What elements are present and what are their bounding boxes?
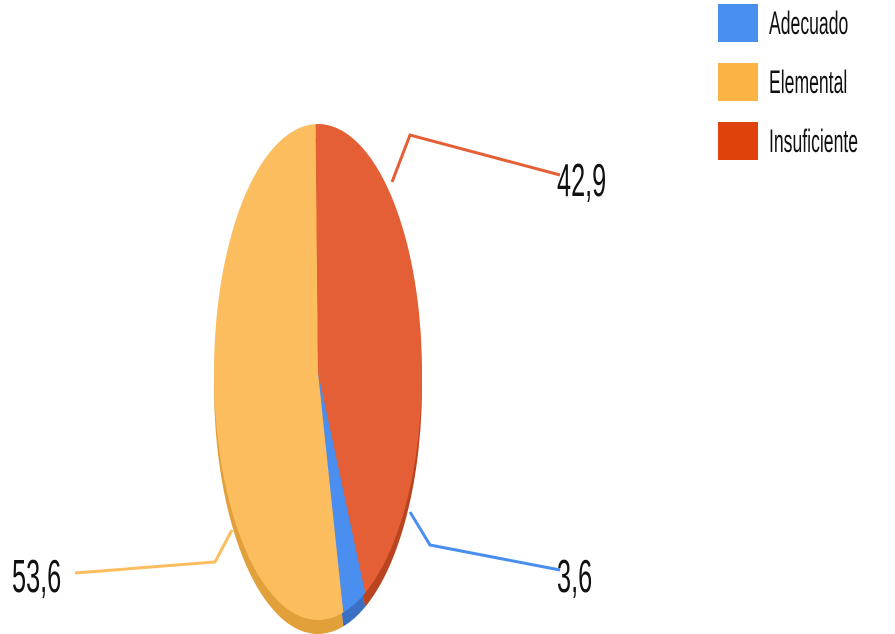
legend-label-insuficiente: Insuficiente <box>769 122 859 159</box>
leader-line-insuficiente <box>390 133 561 183</box>
legend-item-adecuado: Adecuado <box>718 4 895 42</box>
leader-lines <box>74 133 561 575</box>
legend-swatch-elemental <box>718 63 758 101</box>
legend-item-insuficiente: Insuficiente <box>718 122 895 160</box>
legend-item-elemental: Elemental <box>718 63 895 101</box>
legend-label-elemental: Elemental <box>769 63 848 100</box>
value-label-insuficiente: 42,9 <box>557 154 606 206</box>
legend-swatch-insuficiente <box>718 122 758 160</box>
pie-slice-adecuado <box>318 372 366 613</box>
legend-label-adecuado: Adecuado <box>769 4 849 41</box>
legend-swatch-adecuado <box>718 4 758 42</box>
value-labels: 3,6 53,6 42,9 <box>12 154 606 602</box>
value-label-adecuado: 3,6 <box>557 550 592 602</box>
value-label-elemental: 53,6 <box>12 550 61 602</box>
pie-slice-insuficiente <box>315 124 422 593</box>
pie-slice-elemental <box>214 124 344 620</box>
legend: Adecuado Elemental Insuficiente <box>718 4 895 181</box>
leader-line-adecuado <box>408 511 561 572</box>
pie-slices <box>214 124 422 620</box>
leader-line-elemental <box>74 529 234 575</box>
